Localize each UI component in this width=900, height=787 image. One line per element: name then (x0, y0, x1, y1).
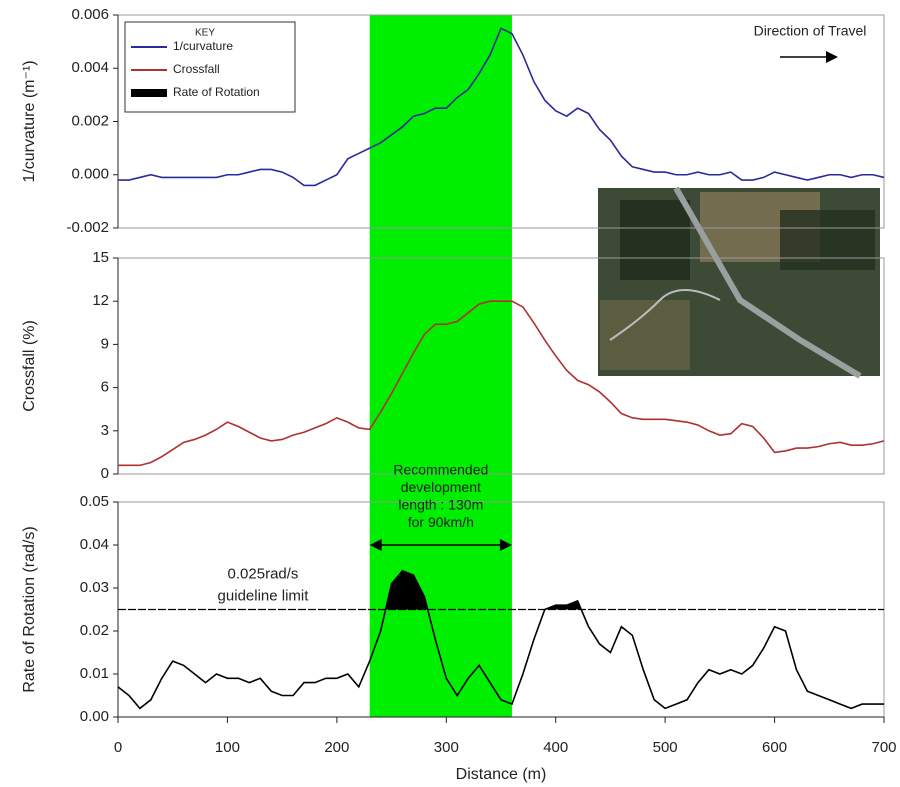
x-tick-label: 0 (114, 739, 122, 756)
y-axis-label: Crossfall (%) (21, 320, 38, 412)
y-tick-label: 0.01 (80, 665, 109, 682)
highlight-label: Recommended (393, 462, 488, 478)
x-tick-label: 100 (215, 739, 240, 756)
highlight-label: for 90km/h (408, 514, 474, 530)
legend-label: Crossfall (173, 62, 220, 76)
aerial-photo (598, 188, 880, 376)
x-tick-label: 300 (434, 739, 459, 756)
y-tick-label: 6 (101, 379, 109, 396)
guideline-label: 0.025rad/s (228, 565, 299, 582)
legend-title: KEY (195, 28, 215, 39)
y-tick-label: -0.002 (66, 219, 109, 236)
x-axis-label: Distance (m) (456, 766, 547, 783)
direction-arrow (780, 51, 838, 63)
y-tick-label: 3 (101, 422, 109, 439)
highlight-label: length : 130m (398, 497, 483, 513)
guideline-label: guideline limit (218, 587, 310, 604)
y-tick-label: 0.02 (80, 622, 109, 639)
y-tick-label: 0.00 (80, 708, 109, 725)
annotation: Direction of Travel (754, 23, 867, 39)
y-axis-label: 1/curvature (m⁻¹) (21, 60, 38, 182)
x-tick-label: 700 (871, 739, 896, 756)
x-tick-label: 400 (543, 739, 568, 756)
x-tick-label: 500 (653, 739, 678, 756)
y-tick-label: 0.04 (80, 536, 109, 553)
highlight-band (370, 15, 512, 717)
legend-label: Rate of Rotation (173, 85, 260, 99)
y-tick-label: 0 (101, 465, 109, 482)
y-tick-label: 15 (92, 249, 109, 266)
highlight-label: development (401, 479, 481, 495)
legend-label: 1/curvature (173, 39, 233, 53)
y-tick-label: 0.002 (71, 112, 109, 129)
y-tick-label: 0.05 (80, 493, 109, 510)
x-tick-label: 200 (324, 739, 349, 756)
legend-swatch (131, 89, 167, 97)
background-layer (370, 15, 512, 717)
y-tick-label: 12 (92, 292, 109, 309)
y-tick-label: 0.000 (71, 166, 109, 183)
y-axis-label: Rate of Rotation (rad/s) (21, 526, 38, 692)
x-tick-label: 600 (762, 739, 787, 756)
y-tick-label: 0.03 (80, 579, 109, 596)
page: {"chart_data": [ {"type": "line", "ylabe… (0, 0, 900, 787)
chart: -0.0020.0000.0020.0040.0061/curvature (m… (0, 0, 900, 787)
y-tick-label: 9 (101, 335, 109, 352)
y-tick-label: 0.004 (71, 59, 109, 76)
y-tick-label: 0.006 (71, 6, 109, 23)
